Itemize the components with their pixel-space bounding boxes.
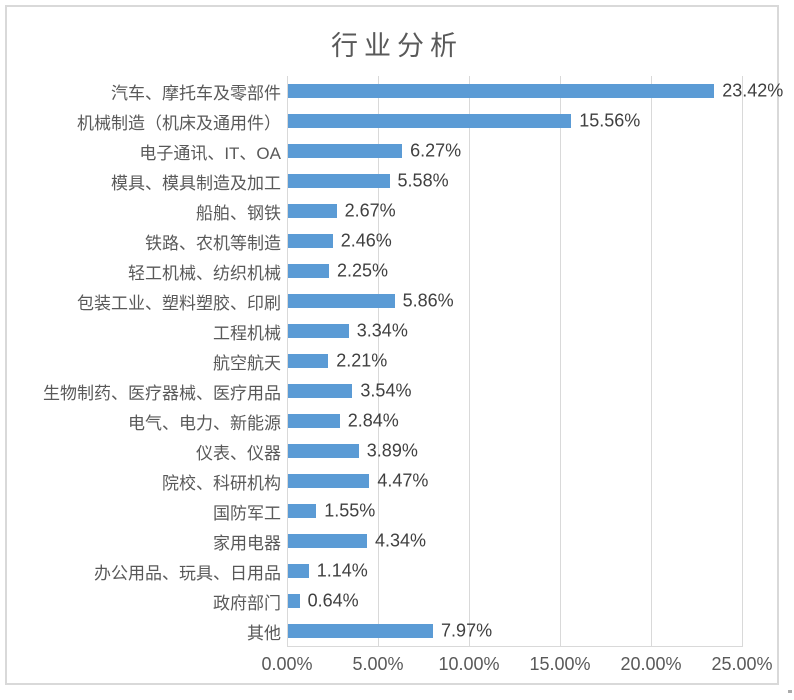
category-label: 模具、模具制造及加工	[111, 173, 281, 193]
category-label: 机械制造（机床及通用件）	[77, 113, 281, 133]
bar-row: 2.21%	[288, 346, 743, 376]
bar	[288, 444, 359, 458]
value-label: 3.89%	[366, 440, 418, 461]
bar	[288, 294, 395, 308]
bar-row: 7.97%	[288, 616, 743, 646]
category-label: 其他	[247, 623, 281, 643]
category-label: 国防军工	[213, 503, 281, 523]
bar	[288, 354, 329, 368]
category-label: 仪表、仪器	[196, 443, 281, 463]
bar-row: 1.55%	[288, 496, 743, 526]
value-label: 6.27%	[410, 140, 462, 161]
bar	[288, 144, 403, 158]
plot-area: 23.42% 15.56% 6.27% 5.58% 2.67% 2.46% 2.25% 5.8…	[287, 76, 783, 647]
category-label: 铁路、农机等制造	[145, 233, 281, 253]
gridline	[742, 76, 743, 646]
value-label: 2.46%	[340, 230, 392, 251]
bar	[288, 234, 333, 248]
bar	[288, 534, 367, 548]
value-label: 4.47%	[377, 470, 429, 491]
category-label: 工程机械	[213, 323, 281, 343]
value-label: 2.25%	[336, 260, 388, 281]
bar-row: 6.27%	[288, 136, 743, 166]
value-label: 4.34%	[374, 530, 427, 551]
gridline	[378, 76, 379, 646]
category-label: 包装工业、塑料塑胶、印刷	[77, 293, 281, 313]
bar-row: 4.47%	[288, 466, 743, 496]
bar	[288, 594, 300, 608]
bar-row: 5.86%	[288, 286, 743, 316]
bar	[288, 624, 434, 638]
value-label: 7.97%	[441, 620, 493, 641]
x-axis-tick: 0.00%	[261, 654, 313, 674]
category-label: 家用电器	[213, 533, 281, 553]
bar	[288, 174, 390, 188]
gridline	[469, 76, 470, 646]
bar-row: 0.64%	[288, 586, 743, 616]
bar	[288, 414, 340, 428]
category-axis: 汽车、摩托车及零部件机械制造（机床及通用件） 电子通讯、IT、OA 模具、模具制造及…	[0, 76, 281, 646]
value-label: 2.21%	[336, 350, 388, 371]
bar	[288, 264, 329, 278]
value-label: 1.14%	[316, 560, 368, 581]
bar	[288, 114, 572, 128]
bar	[288, 564, 309, 578]
bar-row: 2.46%	[288, 226, 743, 256]
x-axis-tick: 15.00%	[529, 654, 591, 674]
category-label: 电气、电力、新能源	[128, 413, 281, 433]
value-label: 5.58%	[397, 170, 449, 191]
bar-row: 2.67%	[288, 196, 743, 226]
bar-row: 23.42%	[288, 76, 783, 106]
category-label: 轻工机械、纺织机械	[128, 263, 281, 283]
x-axis-tick: 5.00%	[352, 654, 404, 674]
value-label: 3.34%	[356, 320, 408, 341]
category-label: 航空航天	[213, 353, 281, 373]
category-label: 办公用品、玩具、日用品	[94, 563, 281, 583]
bar	[288, 204, 337, 218]
bar-row: 3.34%	[288, 316, 743, 346]
x-axis: 0.00% 5.00% 10.00% 15.00% 20.00% 25.00%	[261, 654, 772, 680]
value-label: 3.54%	[360, 380, 412, 401]
bar	[288, 504, 317, 518]
category-label: 汽车、摩托车及零部件	[111, 83, 281, 103]
category-label: 院校、科研机构	[162, 473, 281, 493]
bar	[288, 84, 715, 98]
gridline	[651, 76, 652, 646]
bar-row: 4.34%	[288, 526, 743, 556]
x-axis-tick: 20.00%	[620, 654, 682, 674]
bar	[288, 384, 353, 398]
bar-series: 23.42% 15.56% 6.27% 5.58% 2.67% 2.46% 2.25% 5.8…	[288, 76, 783, 646]
value-label: 2.67%	[344, 200, 396, 221]
value-label: 0.64%	[307, 590, 359, 611]
bar-row: 3.54%	[288, 376, 743, 406]
bar-row: 2.25%	[288, 256, 743, 286]
bar-row: 15.56%	[288, 106, 743, 136]
bar	[288, 474, 370, 488]
bar-row: 3.89%	[288, 436, 743, 466]
gridline	[560, 76, 561, 646]
bar-row: 5.58%	[288, 166, 743, 196]
category-label: 电子通讯、IT、OA	[139, 143, 281, 163]
resize-handle-dot	[788, 690, 792, 693]
category-label: 船舶、钢铁	[196, 203, 281, 223]
bar-row: 2.84%	[288, 406, 743, 436]
category-label: 政府部门	[213, 593, 281, 613]
bar	[288, 324, 349, 338]
value-label: 15.56%	[579, 110, 641, 131]
bar-row: 1.14%	[288, 556, 743, 586]
x-axis-tick: 25.00%	[711, 654, 773, 674]
value-label: 23.42%	[722, 80, 784, 101]
x-axis-tick: 10.00%	[438, 654, 500, 674]
value-label: 5.86%	[402, 290, 454, 311]
value-label: 2.84%	[347, 410, 399, 431]
value-label: 1.55%	[324, 500, 376, 521]
chart-title: 行业分析	[331, 31, 463, 61]
category-label: 生物制药、医疗器械、医疗用品	[43, 383, 281, 403]
